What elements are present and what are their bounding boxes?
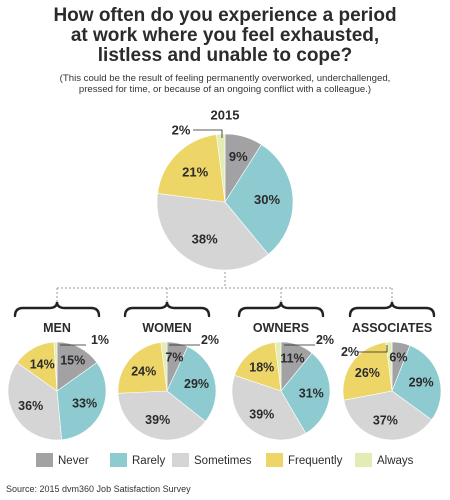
legend-swatch-rarely xyxy=(110,453,127,467)
label-owners-sometimes: 39% xyxy=(249,408,274,422)
pie-women xyxy=(117,341,217,441)
title-line-3: listless and unable to cope? xyxy=(97,45,353,66)
slice-2015-rarely xyxy=(224,144,294,255)
slice-owners-sometimes xyxy=(231,374,307,441)
slice-women-sometimes xyxy=(117,390,206,441)
slice-2015-always xyxy=(216,133,226,203)
pie-title-associates: ASSOCIATES xyxy=(352,321,432,335)
label-2015-frequently: 21% xyxy=(182,165,208,180)
legend-swatch-sometimes xyxy=(172,453,189,467)
slice-women-frequently xyxy=(117,342,168,394)
slice-men-sometimes xyxy=(7,362,62,441)
pie-title-women: WOMEN xyxy=(142,321,191,335)
slice-women-always xyxy=(160,341,168,392)
slice-2015-sometimes xyxy=(156,193,269,271)
label-women-never: 7% xyxy=(165,351,183,365)
brace-2 xyxy=(237,301,325,318)
slice-associates-rarely xyxy=(391,345,442,421)
slice-2015-frequently xyxy=(157,134,226,203)
pie-2015 xyxy=(156,133,294,271)
subtitle-line-2: pressed for time, or because of an ongoi… xyxy=(78,84,372,95)
slice-associates-sometimes xyxy=(343,390,433,441)
label-associates-rarely: 29% xyxy=(409,376,434,390)
label-associates-always: 2% xyxy=(341,345,359,359)
label-2015-always: 2% xyxy=(172,123,191,138)
slice-owners-frequently xyxy=(234,342,282,392)
connector-lines xyxy=(56,272,393,304)
pie-associates xyxy=(342,341,442,441)
pie-title-2015: 2015 xyxy=(211,108,240,123)
chart-subtitle: (This could be the result of feeling per… xyxy=(0,73,450,95)
label-men-frequently: 14% xyxy=(30,357,55,371)
label-men-rarely: 33% xyxy=(72,397,97,411)
title-line-2: at work where you feel exhausted, xyxy=(70,25,380,46)
legend-label-always: Always xyxy=(377,455,414,467)
source-note: Source: 2015 dvm360 Job Satisfaction Sur… xyxy=(6,484,191,494)
legend-swatch-never xyxy=(36,453,53,467)
legend-label-sometimes: Sometimes xyxy=(194,455,252,467)
slice-women-rarely xyxy=(166,346,217,422)
pie-title-owners: OWNERS xyxy=(253,321,309,335)
brace-1 xyxy=(123,301,211,318)
pie-owners xyxy=(231,341,331,441)
brace-0 xyxy=(13,301,101,318)
legend-label-never: Never xyxy=(58,455,89,467)
label-2015-rarely: 30% xyxy=(254,192,280,207)
label-owners-always: 2% xyxy=(316,333,334,347)
pie-men xyxy=(7,341,107,441)
label-associates-never: 6% xyxy=(389,350,407,364)
chart-title: How often do you experience a period at … xyxy=(0,6,450,66)
label-men-sometimes: 36% xyxy=(18,399,43,413)
legend-swatch-frequently xyxy=(266,453,283,467)
subtitle-line-1: (This could be the result of feeling per… xyxy=(59,73,391,84)
label-men-always: 1% xyxy=(91,333,109,347)
brace-3 xyxy=(348,301,436,318)
label-women-always: 2% xyxy=(201,333,219,347)
legend-label-frequently: Frequently xyxy=(288,455,343,467)
callout-line-2015 xyxy=(193,129,223,138)
label-owners-never: 11% xyxy=(280,352,304,366)
label-associates-sometimes: 37% xyxy=(373,414,398,428)
label-owners-frequently: 18% xyxy=(249,360,274,374)
slice-men-always xyxy=(53,341,58,392)
label-women-frequently: 24% xyxy=(131,364,156,378)
slice-associates-always xyxy=(385,341,393,392)
slice-owners-rarely xyxy=(280,352,331,434)
slice-associates-frequently xyxy=(342,342,393,401)
pie-title-men: MEN xyxy=(43,321,71,335)
label-women-sometimes: 39% xyxy=(145,413,170,427)
label-2015-never: 9% xyxy=(229,149,248,164)
legend-swatch-always xyxy=(355,453,372,467)
label-associates-frequently: 26% xyxy=(355,366,380,380)
callout-line-associates xyxy=(358,345,388,353)
slice-owners-always xyxy=(274,341,282,392)
slice-men-rarely xyxy=(56,362,107,441)
label-2015-sometimes: 38% xyxy=(192,231,218,246)
legend-label-rarely: Rarely xyxy=(132,455,165,467)
label-women-rarely: 29% xyxy=(184,377,209,391)
label-owners-rarely: 31% xyxy=(299,386,324,400)
title-line-1: How often do you experience a period xyxy=(53,5,397,26)
label-men-never: 15% xyxy=(60,354,85,368)
legend xyxy=(36,453,372,467)
